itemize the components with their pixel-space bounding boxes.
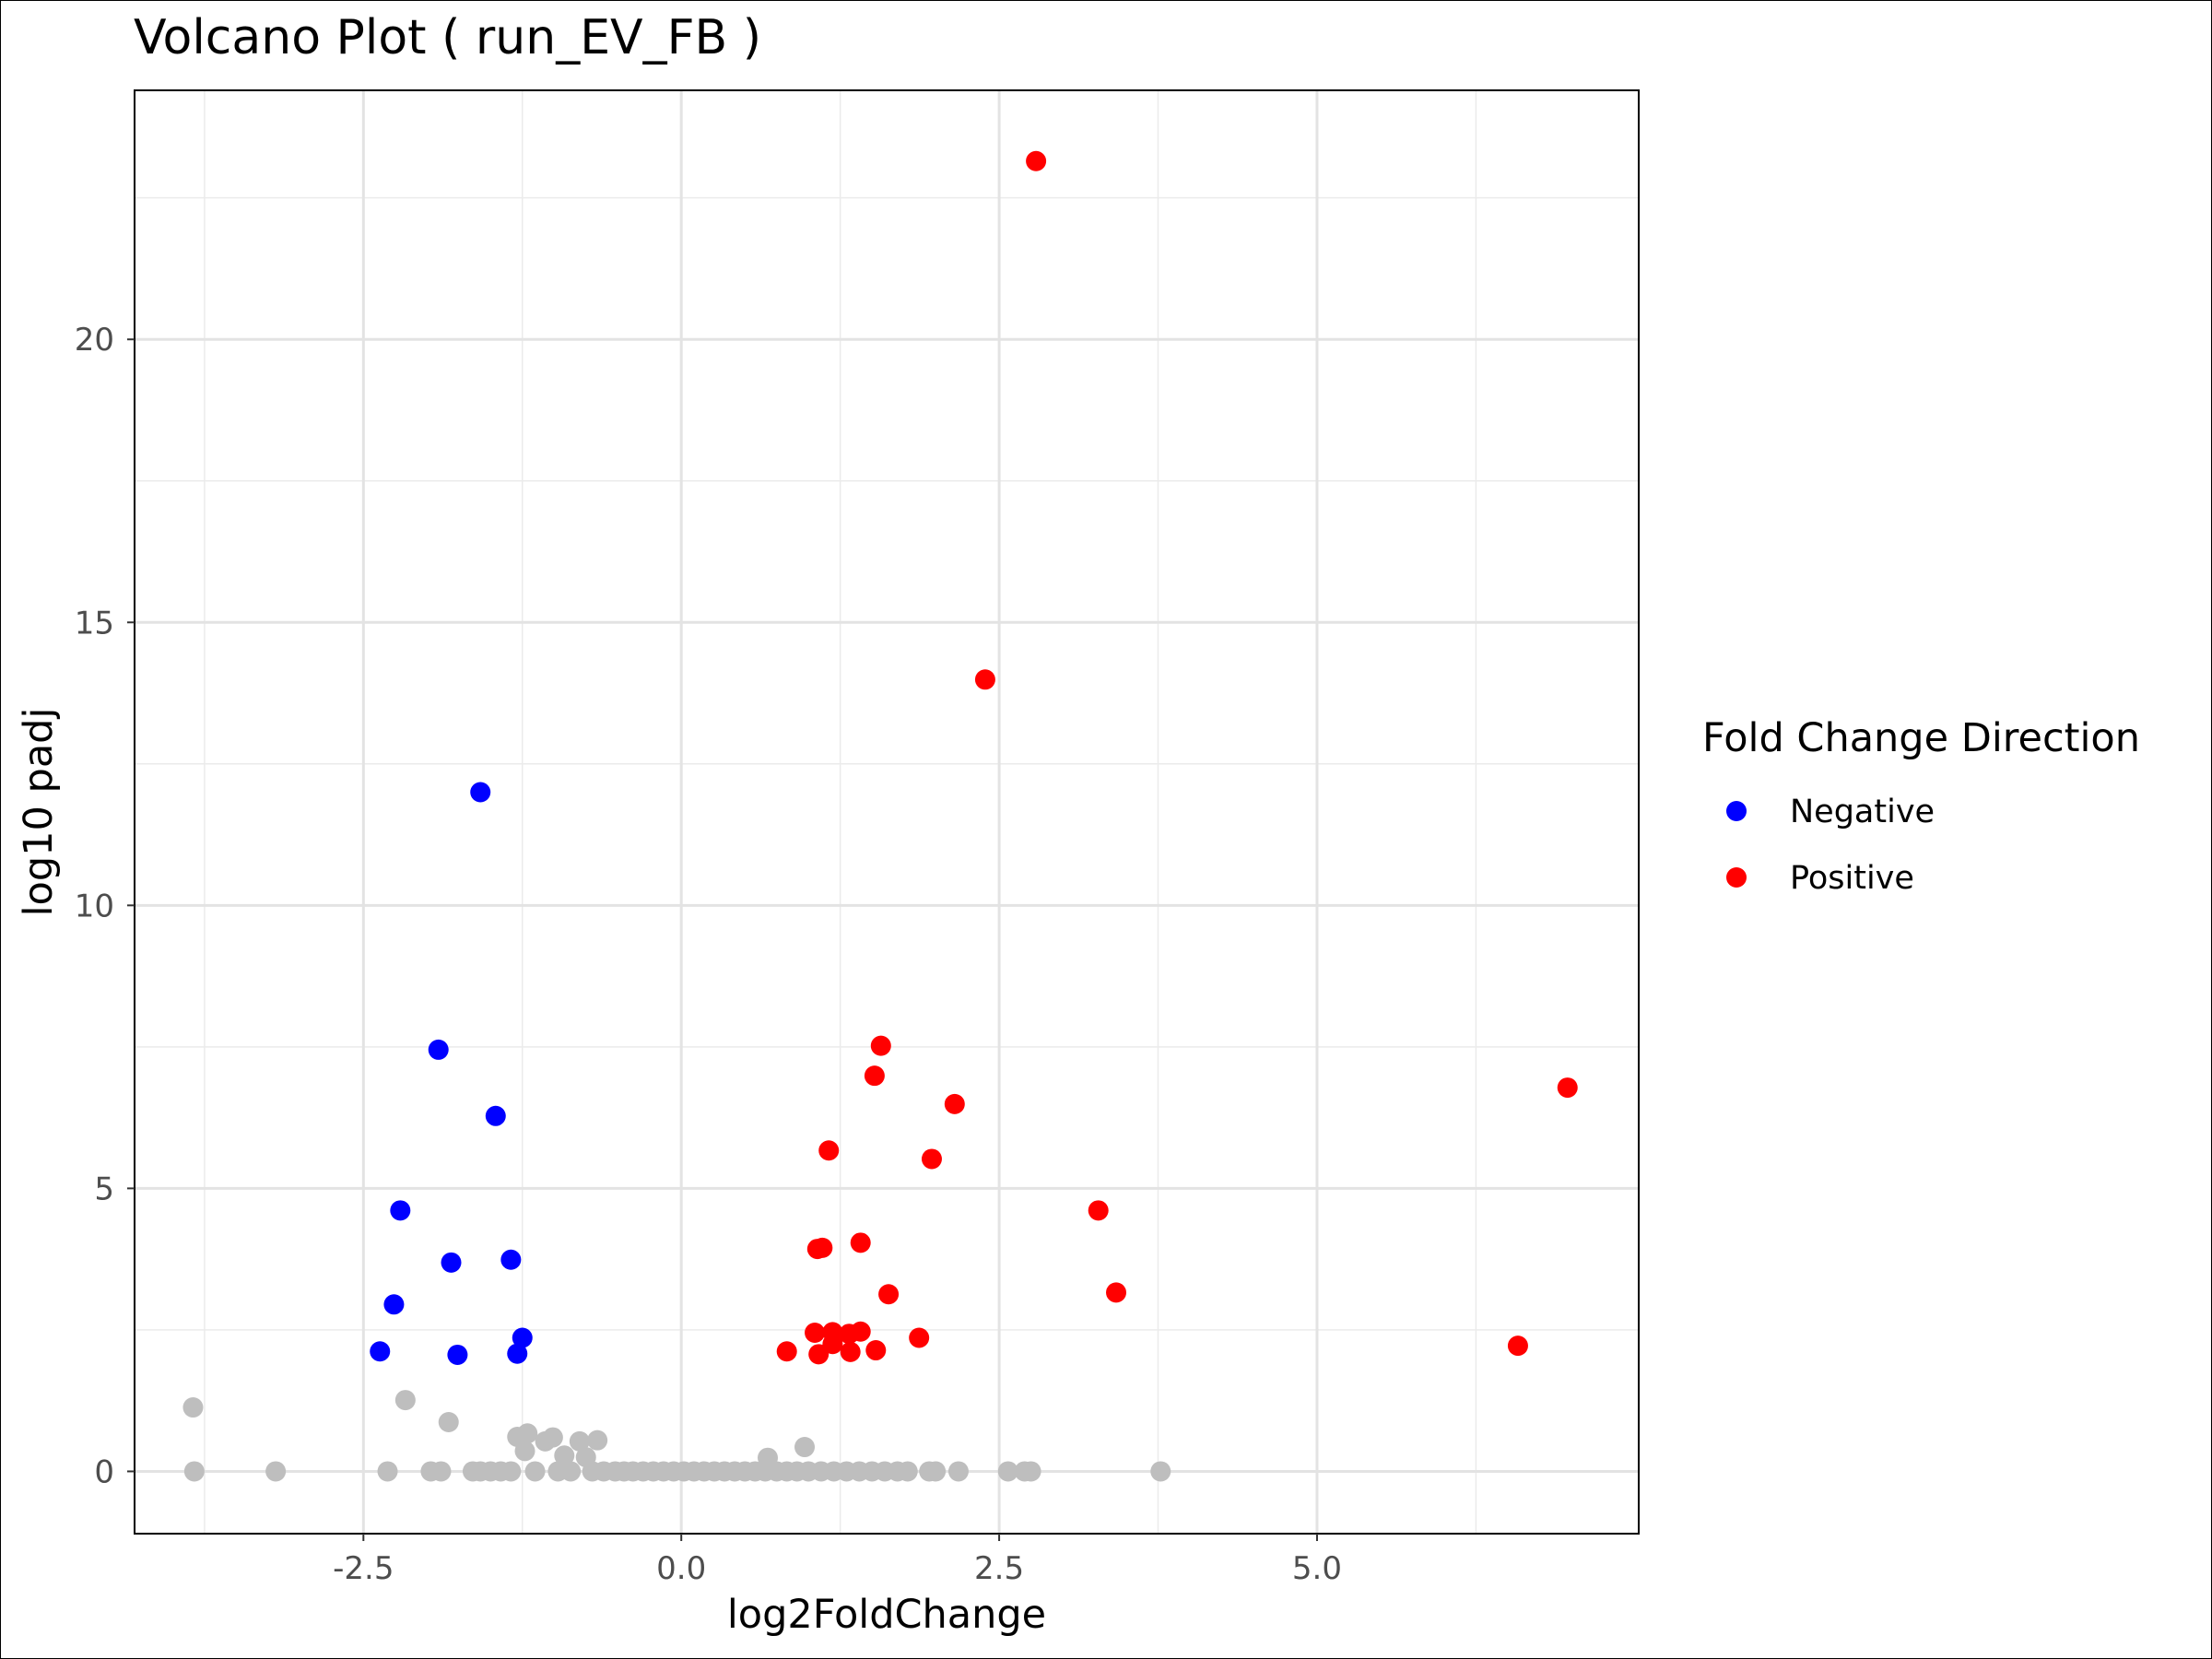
point-not-significant (897, 1461, 918, 1482)
point-not-significant (947, 1461, 969, 1482)
point-not-significant (560, 1461, 582, 1482)
point-positive (1106, 1282, 1127, 1303)
point-negative (507, 1343, 528, 1364)
point-not-significant (587, 1430, 608, 1451)
point-not-significant (1150, 1461, 1171, 1482)
y-axis-ticks: 0 5 10 15 20 (75, 322, 135, 1490)
point-not-significant (183, 1461, 205, 1482)
x-axis-label: log2FoldChange (727, 1592, 1046, 1638)
point-positive (1088, 1200, 1109, 1221)
point-negative (370, 1341, 391, 1362)
point-positive (1557, 1077, 1578, 1099)
legend-title: Fold Change Direction (1702, 715, 2140, 761)
x-tick-label: -2.5 (333, 1550, 394, 1587)
point-positive (865, 1340, 887, 1361)
point-positive (944, 1093, 965, 1114)
y-tick-label: 5 (94, 1171, 114, 1207)
point-positive (822, 1334, 843, 1355)
point-not-significant (265, 1461, 287, 1482)
point-not-significant (997, 1461, 1018, 1482)
y-tick-label: 20 (75, 322, 114, 359)
grid (135, 90, 1639, 1534)
point-negative (390, 1200, 411, 1221)
point-not-significant (394, 1390, 416, 1411)
point-positive (1507, 1335, 1528, 1357)
point-negative (512, 1327, 533, 1348)
point-not-significant (514, 1441, 535, 1462)
point-not-significant (517, 1423, 538, 1444)
legend-label-positive: Positive (1790, 860, 1914, 897)
point-not-significant (377, 1461, 398, 1482)
point-positive (909, 1327, 930, 1348)
chart-title: Volcano Plot ( run_EV_FB ) (134, 10, 761, 65)
data-points (182, 150, 1578, 1482)
legend: Fold Change Direction Negative Positive (1702, 715, 2140, 897)
point-not-significant (430, 1461, 452, 1482)
point-negative (485, 1105, 506, 1126)
point-positive (1026, 150, 1047, 171)
point-not-significant (182, 1397, 204, 1418)
legend-label-negative: Negative (1790, 794, 1935, 830)
point-not-significant (542, 1427, 563, 1448)
x-axis-ticks: -2.5 0.0 2.5 5.0 (333, 1534, 1342, 1587)
point-not-significant (438, 1412, 459, 1433)
y-tick-label: 0 (94, 1453, 114, 1490)
legend-key-positive (1726, 867, 1747, 888)
point-not-significant (524, 1461, 546, 1482)
x-tick-label: 5.0 (1292, 1550, 1342, 1587)
point-not-significant (925, 1461, 947, 1482)
point-negative (500, 1249, 522, 1270)
point-negative (428, 1039, 449, 1060)
point-negative (383, 1294, 405, 1315)
point-positive (921, 1148, 942, 1170)
point-negative (447, 1344, 468, 1365)
point-negative (470, 782, 491, 803)
x-tick-label: 0.0 (656, 1550, 706, 1587)
point-positive (840, 1341, 861, 1362)
y-tick-label: 15 (75, 605, 114, 641)
point-positive (864, 1065, 885, 1087)
point-positive (808, 1344, 830, 1365)
point-positive (776, 1341, 797, 1362)
point-positive (805, 1322, 826, 1343)
legend-key-negative (1726, 801, 1747, 821)
point-not-significant (500, 1461, 522, 1482)
plot-border (134, 89, 1640, 1535)
point-not-significant (554, 1445, 575, 1466)
point-not-significant (1020, 1461, 1041, 1482)
point-positive (812, 1237, 833, 1258)
point-not-significant (794, 1437, 816, 1458)
point-not-significant (569, 1430, 590, 1452)
point-positive (974, 669, 995, 690)
point-positive (878, 1284, 900, 1305)
y-tick-label: 10 (75, 888, 114, 924)
point-negative (441, 1252, 462, 1273)
x-tick-label: 2.5 (974, 1550, 1024, 1587)
point-positive (818, 1140, 840, 1161)
point-positive (850, 1321, 871, 1342)
point-positive (850, 1232, 871, 1253)
y-axis-label: log10 padj (16, 708, 62, 917)
point-positive (870, 1035, 891, 1056)
